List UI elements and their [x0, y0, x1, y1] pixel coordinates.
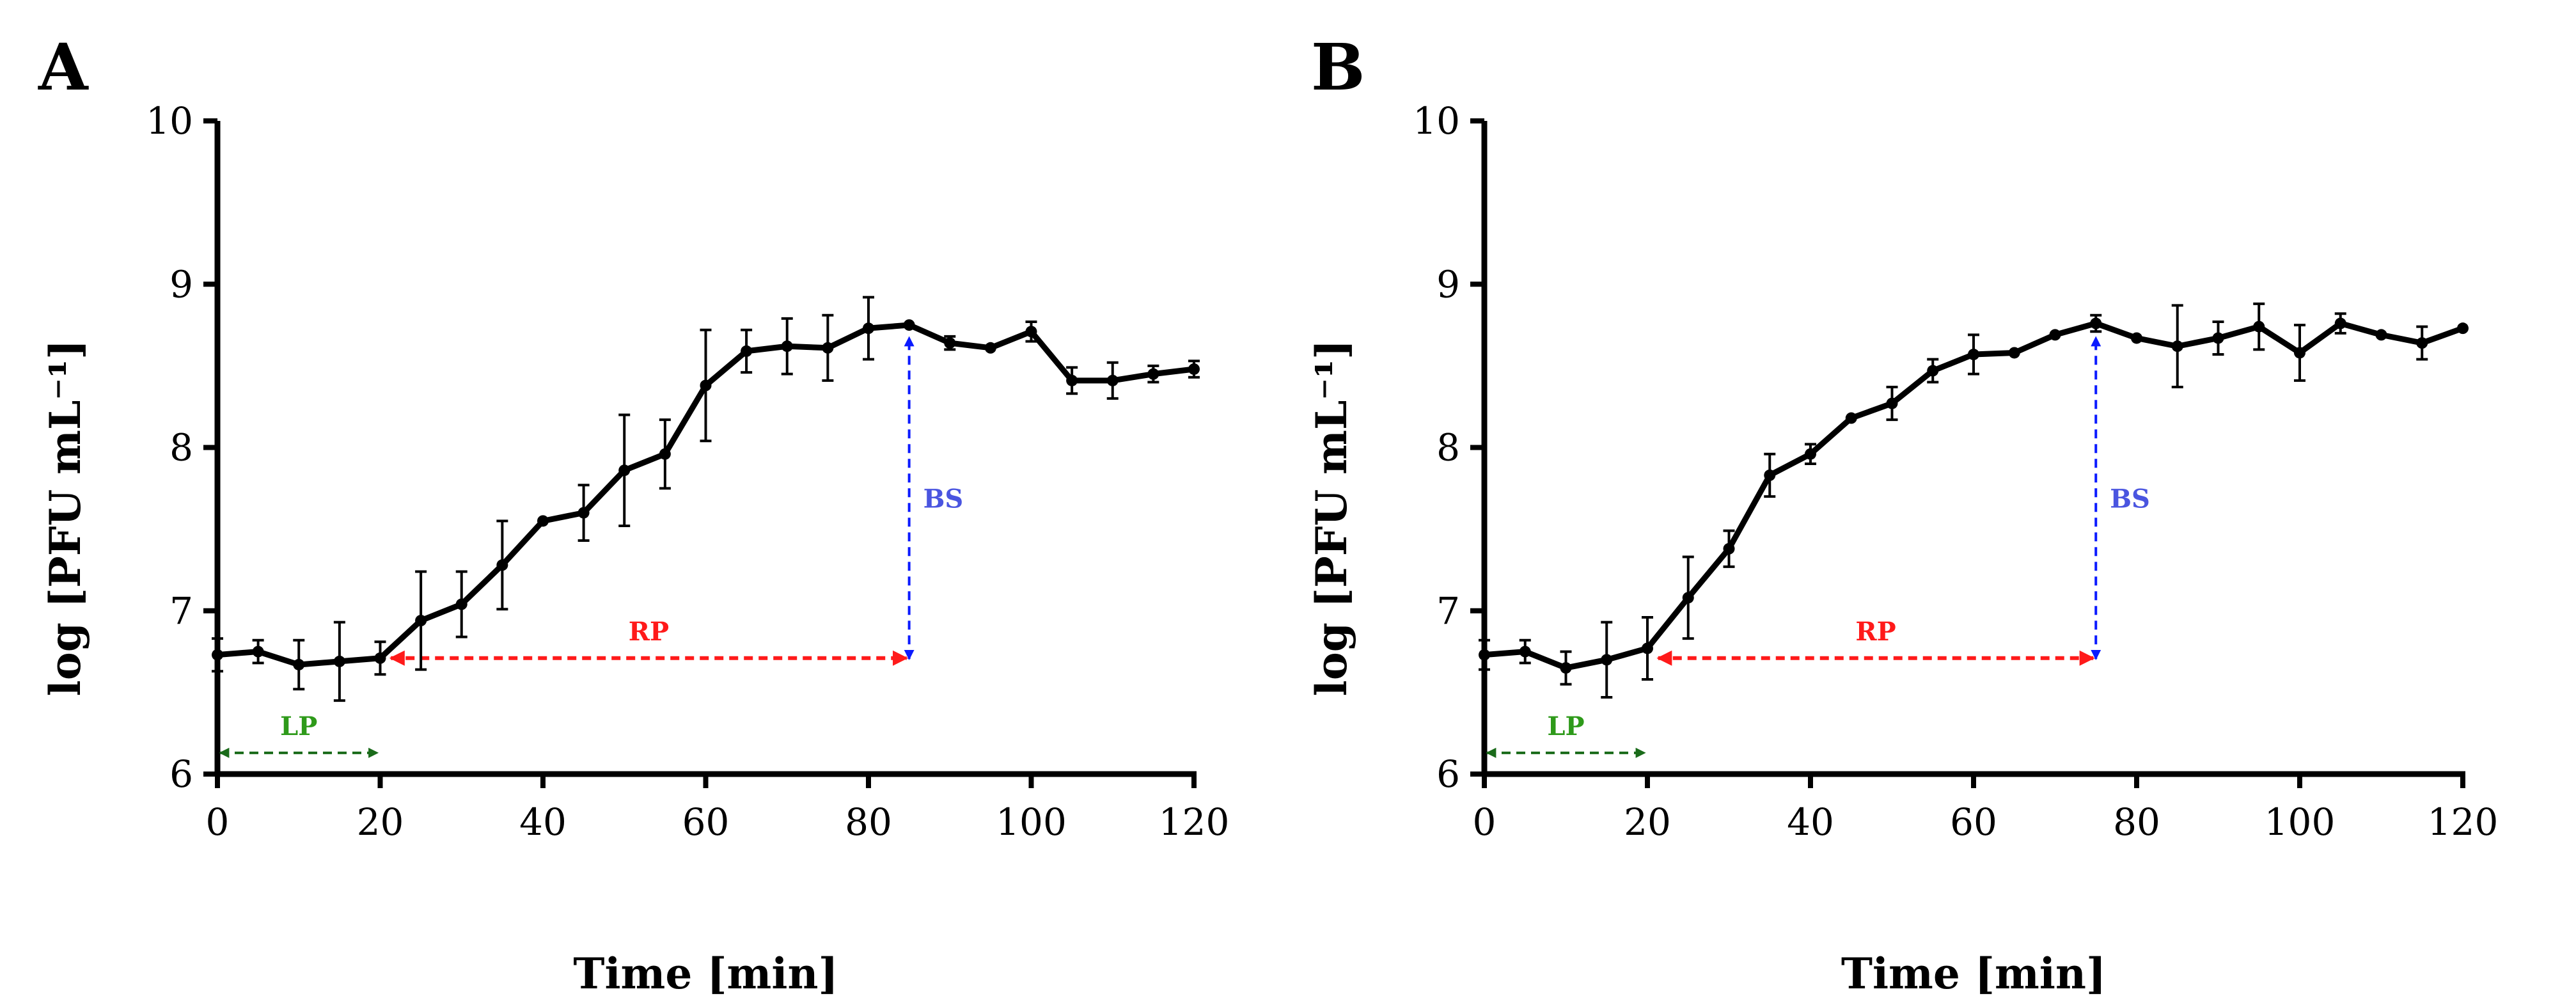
annotation-label: BS [923, 484, 964, 514]
annotation-bs: BS [2091, 336, 2150, 660]
data-point [252, 645, 264, 658]
y-axis-label: log [PFU mL⁻¹] [40, 340, 90, 697]
data-point [659, 448, 671, 460]
data-point [496, 559, 508, 571]
data-point [1927, 365, 1939, 377]
annotation-lp: LP [219, 711, 379, 758]
data-point [2090, 317, 2102, 329]
x-tick-label: 120 [2428, 800, 2499, 844]
x-tick-label: 40 [1787, 800, 1834, 844]
data-point [1723, 542, 1735, 555]
data-point [2334, 317, 2346, 329]
data-point [2212, 332, 2224, 344]
panel-label: B [1311, 29, 1365, 105]
y-tick-label: 8 [1436, 426, 1460, 470]
data-point [1560, 662, 1572, 674]
annotation-label: LP [280, 711, 317, 741]
data-point [1147, 368, 1159, 380]
x-tick-label: 60 [682, 800, 730, 844]
x-tick-label: 80 [845, 800, 892, 844]
data-point [2008, 347, 2020, 359]
y-axis-label: log [PFU mL⁻¹] [1307, 340, 1356, 697]
annotation-label: RP [1855, 617, 1896, 647]
data-point [1845, 412, 1857, 424]
data-point [374, 652, 386, 664]
x-tick-label: 60 [1950, 800, 1997, 844]
data-point [1968, 349, 1979, 361]
data-point [781, 340, 793, 352]
y-tick-label: 10 [146, 99, 193, 143]
x-axis-label: Time [min] [573, 949, 838, 999]
data-point [1188, 363, 1200, 375]
y-tick-label: 9 [169, 262, 193, 306]
data-point [537, 515, 549, 527]
data-point [2457, 322, 2469, 335]
panel-A: A 0 20 40 60 80 100 120 6 7 8 9 10 Time [min] log [PFU… [38, 29, 1229, 999]
data-point [944, 337, 956, 349]
data-point [863, 322, 874, 335]
data-point [1682, 592, 1694, 604]
annotation-rp: RP [389, 617, 909, 666]
x-tick-label: 0 [206, 800, 230, 844]
panel-label: A [38, 29, 89, 105]
data-point [822, 342, 834, 354]
data-point [2253, 320, 2265, 333]
data-point [293, 658, 305, 670]
x-tick-label: 20 [1624, 800, 1671, 844]
annotation-label: RP [629, 617, 669, 647]
data-point [1106, 374, 1119, 386]
annotation-bs: BS [904, 336, 964, 660]
data-point [903, 319, 915, 331]
data-point [984, 342, 996, 354]
x-tick-label: 20 [357, 800, 404, 844]
data-point [2049, 329, 2061, 341]
x-tick-label: 0 [1473, 800, 1496, 844]
data-point [700, 379, 712, 392]
y-tick-label: 10 [1413, 99, 1460, 143]
y-tick-label: 9 [1436, 262, 1460, 306]
data-point [1025, 326, 1037, 338]
data-point [618, 464, 631, 477]
data-point [2416, 337, 2428, 349]
annotation-rp: RP [1656, 617, 2095, 666]
x-tick-label: 100 [996, 800, 1067, 844]
panel-B: B 0 20 40 60 80 100 120 6 7 8 9 10 Time [min] log [PFU… [1307, 29, 2498, 999]
data-point [2131, 332, 2142, 344]
data-point [741, 345, 753, 357]
data-point [1764, 469, 1776, 481]
data-point [415, 615, 427, 627]
data-point [577, 507, 590, 519]
data-point [1066, 374, 1078, 386]
data-point [1479, 649, 1490, 661]
x-axis-label: Time [min] [1841, 949, 2106, 999]
data-point [2294, 347, 2305, 359]
annotation-lp: LP [1486, 711, 1646, 758]
data-point [455, 598, 467, 610]
y-tick-label: 6 [169, 752, 193, 796]
data-point [212, 649, 223, 661]
annotation-label: LP [1547, 711, 1584, 741]
x-tick-label: 80 [2113, 800, 2160, 844]
data-point [1642, 642, 1653, 654]
y-tick-label: 6 [1436, 752, 1460, 796]
y-tick-label: 8 [169, 426, 193, 470]
y-tick-label: 7 [169, 589, 193, 633]
data-point [2375, 329, 2387, 341]
data-point [333, 655, 345, 667]
data-point [1519, 645, 1531, 658]
annotation-label: BS [2110, 484, 2150, 514]
data-point [1601, 654, 1613, 666]
x-tick-label: 120 [1159, 800, 1230, 844]
data-point [1805, 448, 1816, 460]
x-tick-label: 40 [519, 800, 567, 844]
data-point [1886, 397, 1898, 409]
x-tick-label: 100 [2265, 800, 2336, 844]
y-tick-label: 7 [1436, 589, 1460, 633]
data-point [2171, 340, 2183, 352]
